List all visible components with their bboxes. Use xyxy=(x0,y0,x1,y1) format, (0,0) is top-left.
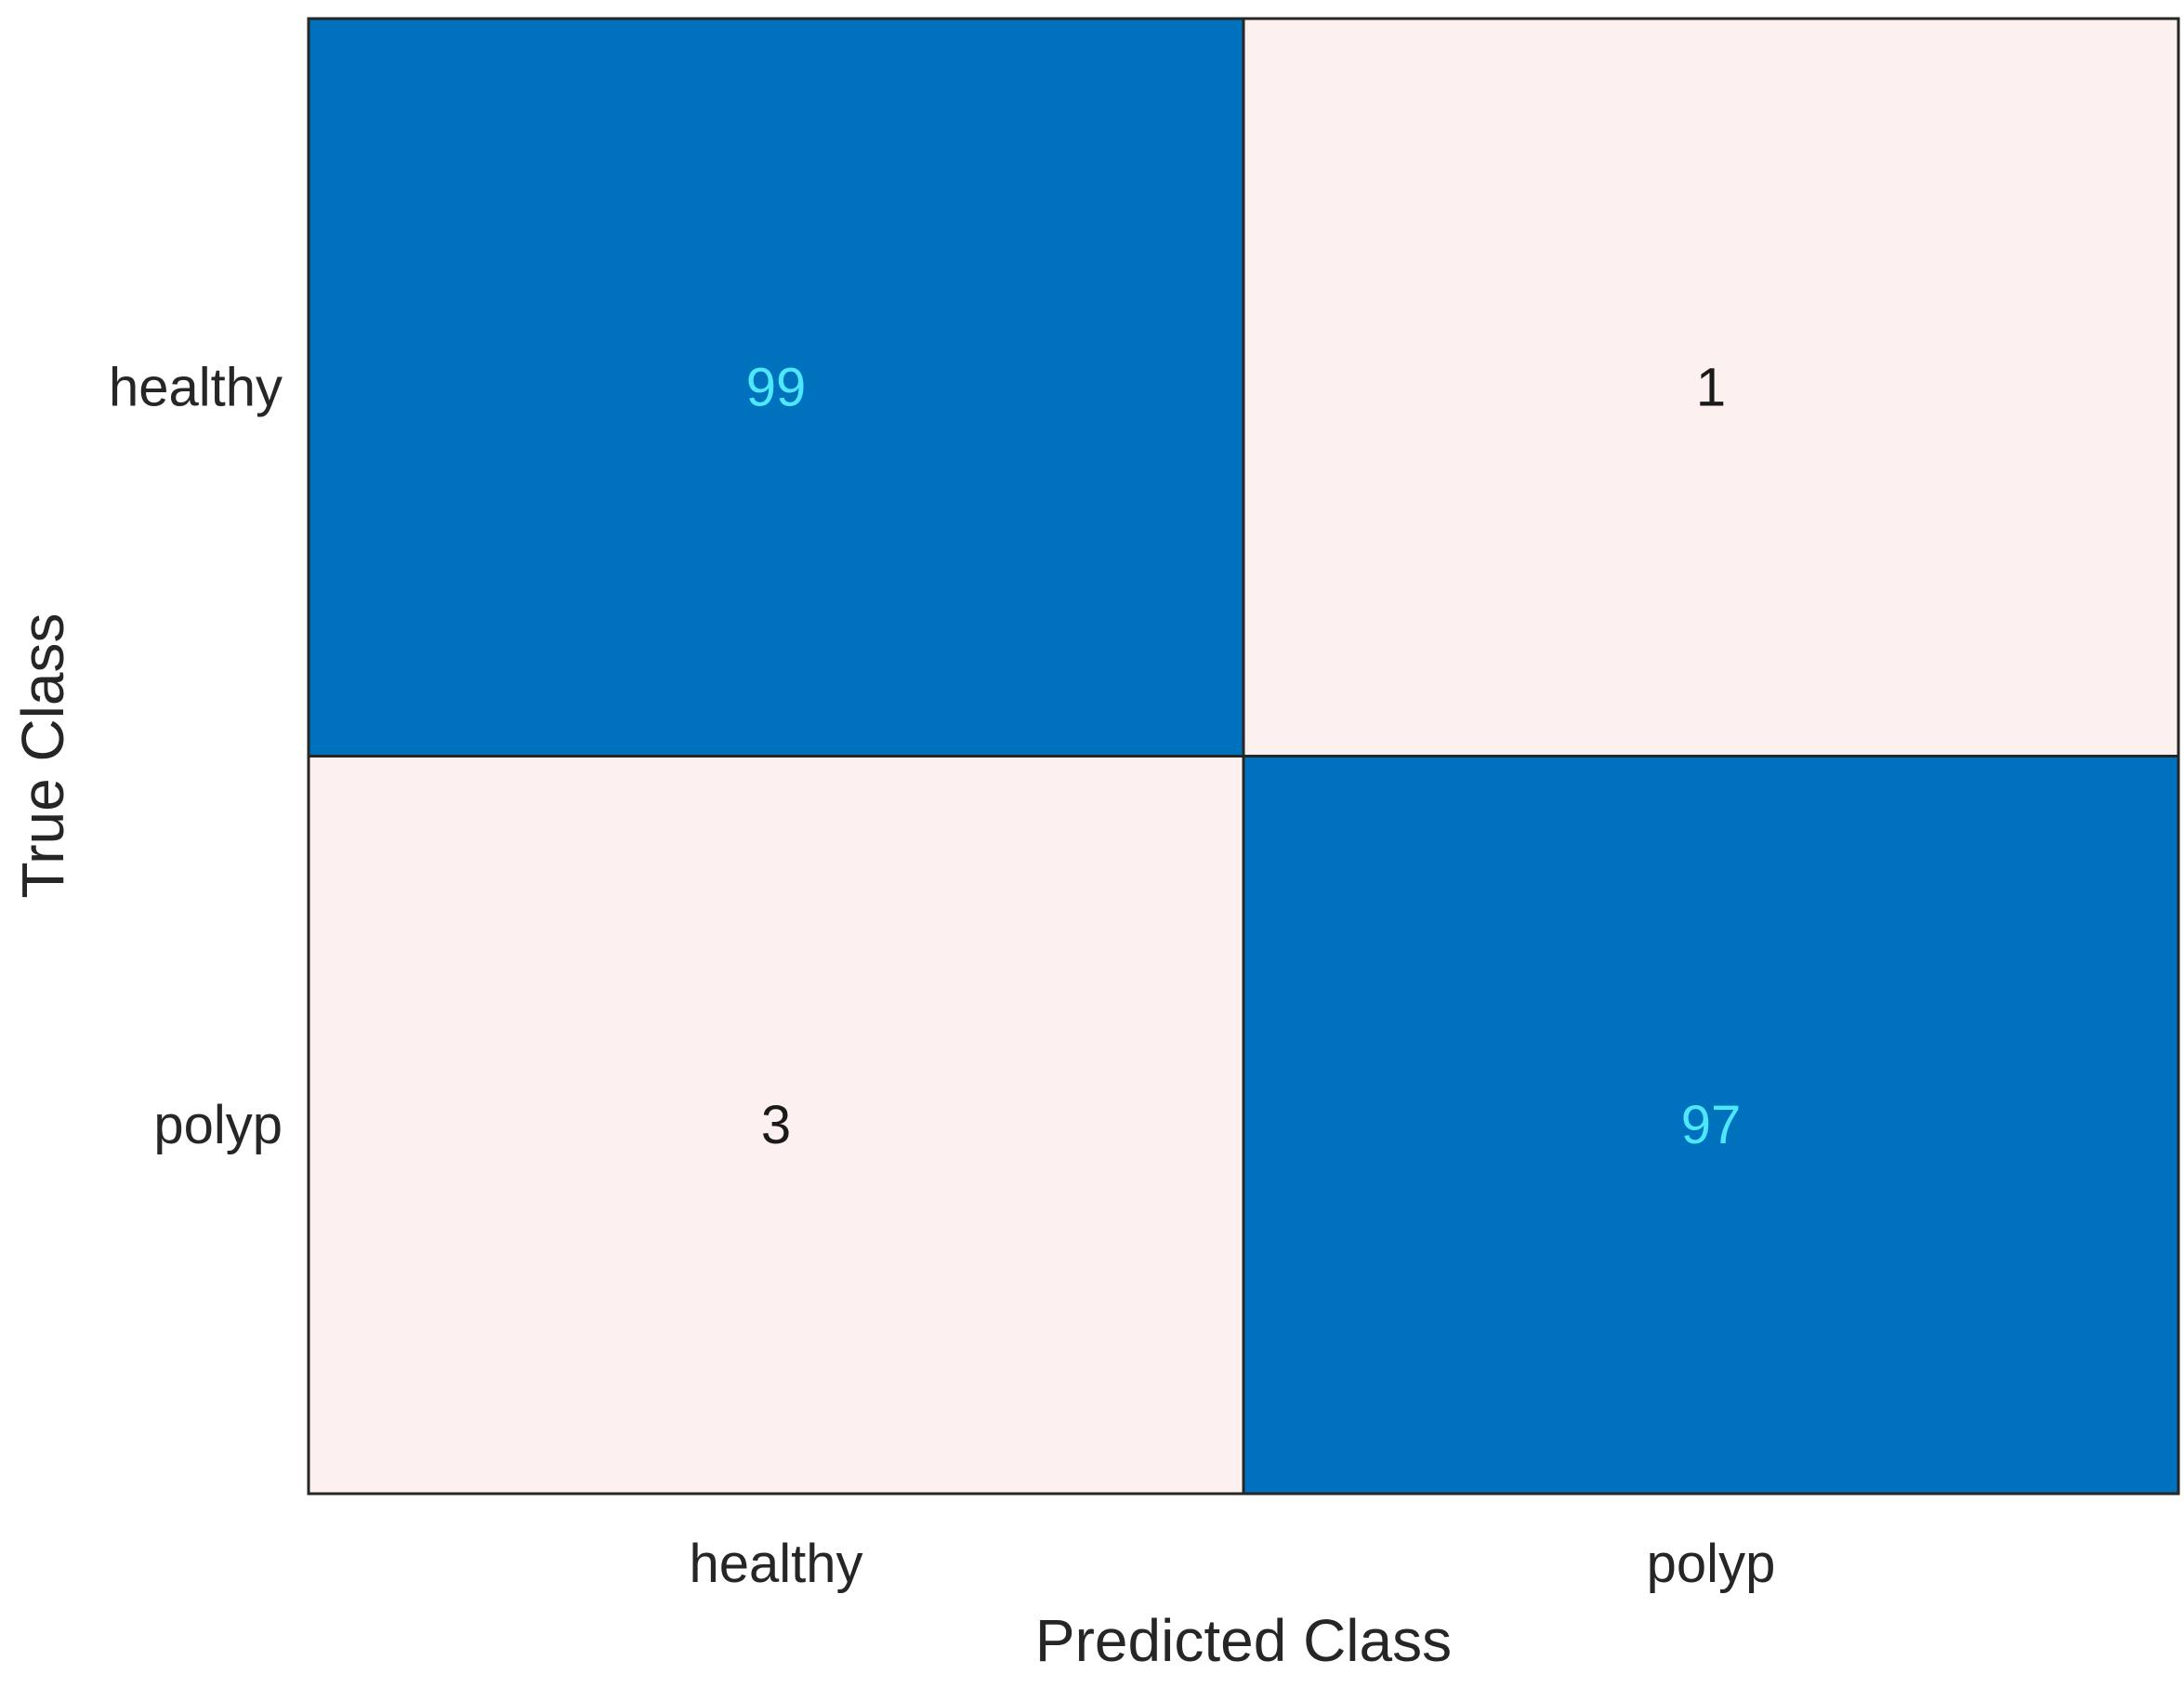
y-tick-label-healthy: healthy xyxy=(109,357,283,417)
cell-value-healthy-healthy: 99 xyxy=(746,357,807,417)
plot-frame xyxy=(307,17,2180,1496)
y-axis-title: True Class xyxy=(9,613,76,898)
cell-value-polyp-healthy: 3 xyxy=(761,1095,791,1155)
matrix-cell-healthy-healthy xyxy=(307,17,1245,758)
matrix-cell-polyp-polyp xyxy=(1242,755,2180,1496)
x-tick-label-healthy: healthy xyxy=(689,1534,862,1594)
cell-values: 99 1 3 97 xyxy=(746,357,1742,1155)
x-tick-label-polyp: polyp xyxy=(1647,1534,1776,1594)
y-tick-label-polyp: polyp xyxy=(153,1095,283,1155)
x-tick-labels: healthy polyp xyxy=(689,1534,1775,1594)
cell-value-polyp-polyp: 97 xyxy=(1681,1095,1742,1155)
matrix-cell-healthy-polyp xyxy=(1242,17,2180,758)
x-axis-title: Predicted Class xyxy=(1035,1607,1452,1674)
matrix-cells xyxy=(307,17,2180,1496)
y-tick-labels: healthy polyp xyxy=(109,357,283,1155)
matrix-cell-polyp-healthy xyxy=(307,755,1245,1496)
cell-value-healthy-polyp: 1 xyxy=(1696,357,1726,417)
